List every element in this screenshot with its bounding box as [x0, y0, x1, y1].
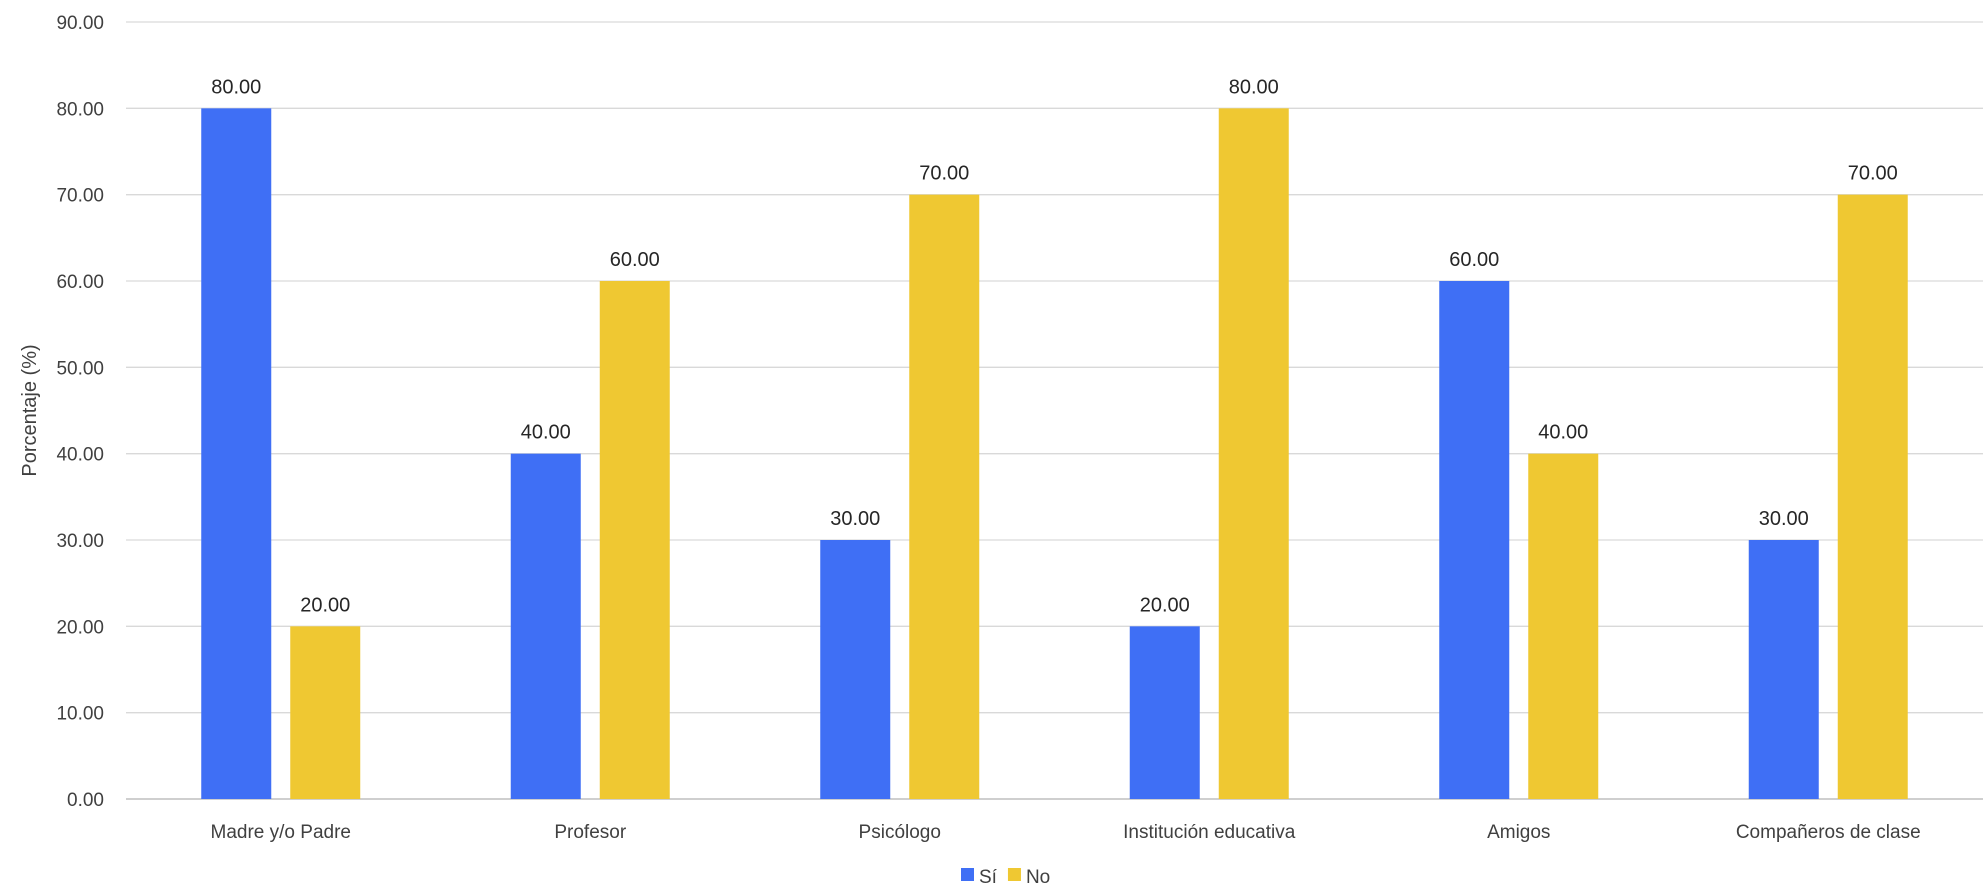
- bar-si-institucion-educativa: [1129, 626, 1200, 799]
- bars: [201, 108, 1908, 800]
- y-tick-label: 40.00: [56, 445, 104, 466]
- x-category-label: Institución educativa: [1123, 822, 1296, 843]
- data-label: 20.00: [300, 594, 350, 616]
- x-axis-categories: Madre y/o Padre Profesor Psicólogo Instituc…: [211, 822, 1921, 843]
- data-label: 20.00: [1140, 594, 1190, 616]
- data-labels: 80.00 20.00 40.00 60.00 30.00 70.00 20.00 80.00…: [211, 76, 1898, 616]
- bar-no-companeros-de-clase: [1837, 194, 1908, 799]
- x-category-label: Profesor: [554, 822, 626, 843]
- data-label: 30.00: [1759, 508, 1809, 530]
- y-tick-label: 30.00: [56, 531, 104, 552]
- bar-no-amigos: [1528, 453, 1599, 799]
- y-tick-label: 70.00: [56, 186, 104, 207]
- bar-si-profesor: [510, 453, 581, 799]
- bar-si-amigos: [1439, 281, 1510, 799]
- x-category-label: Amigos: [1487, 822, 1550, 843]
- data-label: 80.00: [1229, 76, 1279, 98]
- y-tick-label: 10.00: [56, 704, 104, 725]
- x-category-label: Psicólogo: [859, 822, 941, 843]
- data-label: 70.00: [1848, 163, 1898, 185]
- y-tick-label: 90.00: [56, 13, 104, 34]
- gridlines: [126, 21, 1983, 800]
- data-label: 40.00: [1538, 422, 1588, 444]
- y-axis-title: Porcentaje (%): [19, 344, 41, 476]
- data-label: 60.00: [610, 249, 660, 271]
- data-label: 70.00: [919, 163, 969, 185]
- x-category-label: Madre y/o Padre: [211, 822, 351, 843]
- y-axis-ticks: 0.00 10.00 20.00 30.00 40.00 50.00 60.00 70.00 8…: [56, 13, 104, 811]
- bar-no-psicologo: [909, 194, 980, 799]
- bar-si-madre-y-o-padre: [201, 108, 272, 800]
- legend: Sí No: [961, 867, 1050, 888]
- legend-swatch-si: [961, 868, 974, 881]
- x-category-label: Compañeros de clase: [1736, 822, 1921, 843]
- bar-si-companeros-de-clase: [1748, 540, 1819, 799]
- legend-label-si: Sí: [979, 867, 998, 888]
- y-tick-label: 60.00: [56, 272, 104, 293]
- data-label: 30.00: [830, 508, 880, 530]
- data-label: 60.00: [1449, 249, 1499, 271]
- data-label: 80.00: [211, 76, 261, 98]
- bar-no-institucion-educativa: [1218, 108, 1289, 800]
- legend-swatch-no: [1007, 868, 1021, 881]
- y-tick-label: 50.00: [56, 358, 104, 379]
- y-tick-label: 80.00: [56, 99, 104, 120]
- legend-label-no: No: [1026, 867, 1050, 888]
- y-tick-label: 0.00: [67, 790, 104, 811]
- bar-si-psicologo: [820, 540, 891, 799]
- y-tick-label: 20.00: [56, 617, 104, 638]
- bar-no-profesor: [599, 281, 670, 799]
- data-label: 40.00: [521, 422, 571, 444]
- bar-no-madre-y-o-padre: [290, 626, 361, 799]
